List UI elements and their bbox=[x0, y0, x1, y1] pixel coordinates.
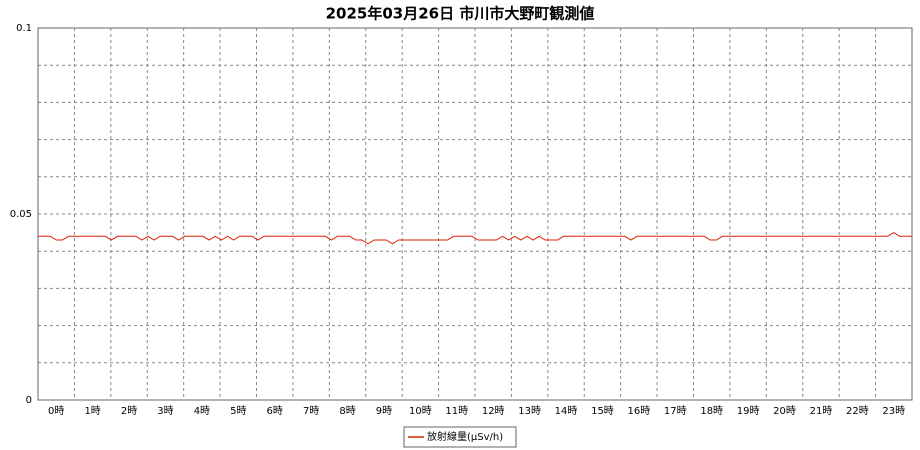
x-tick-label: 15時 bbox=[591, 405, 614, 417]
x-tick-label: 21時 bbox=[810, 405, 833, 417]
x-tick-label: 20時 bbox=[773, 405, 796, 417]
x-tick-label: 1時 bbox=[84, 405, 100, 417]
y-tick-label: 0.1 bbox=[16, 23, 32, 34]
x-tick-label: 4時 bbox=[194, 405, 210, 417]
x-tick-label: 7時 bbox=[303, 405, 319, 417]
x-tick-label: 12時 bbox=[482, 405, 505, 417]
y-tick-label: 0 bbox=[26, 395, 32, 406]
x-tick-label: 18時 bbox=[700, 405, 723, 417]
x-tick-label: 9時 bbox=[376, 405, 392, 417]
legend-label: 放射線量(μSv/h) bbox=[427, 430, 503, 443]
legend-box bbox=[403, 426, 517, 448]
x-tick-label: 22時 bbox=[846, 405, 869, 417]
x-tick-label: 23時 bbox=[882, 405, 905, 417]
x-tick-label: 3時 bbox=[157, 405, 173, 417]
x-tick-label: 6時 bbox=[267, 405, 283, 417]
data-line bbox=[38, 232, 912, 245]
y-tick-label: 0.05 bbox=[10, 209, 32, 220]
x-tick-label: 19時 bbox=[737, 405, 760, 417]
x-tick-label: 8時 bbox=[339, 405, 355, 417]
x-tick-label: 5時 bbox=[230, 405, 246, 417]
x-tick-label: 10時 bbox=[409, 405, 432, 417]
x-tick-label: 0時 bbox=[48, 405, 64, 417]
x-tick-label: 2時 bbox=[121, 405, 137, 417]
x-tick-label: 13時 bbox=[518, 405, 541, 417]
x-tick-label: 14時 bbox=[555, 405, 578, 417]
chart-title: 2025年03月26日 市川市大野町観測値 bbox=[326, 5, 595, 23]
x-tick-label: 17時 bbox=[664, 405, 687, 417]
plot-frame bbox=[37, 27, 913, 401]
x-tick-label: 11時 bbox=[445, 405, 468, 417]
x-tick-label: 16時 bbox=[628, 405, 651, 417]
